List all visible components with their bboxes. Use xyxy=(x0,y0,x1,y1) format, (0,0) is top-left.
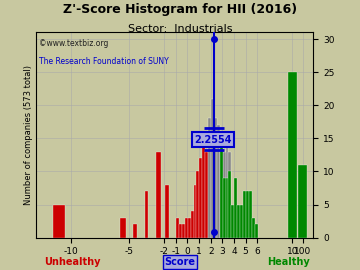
Bar xyxy=(234,178,237,238)
Bar xyxy=(240,204,243,238)
Bar xyxy=(185,218,188,238)
Bar xyxy=(229,151,231,238)
Bar xyxy=(133,224,137,238)
Bar xyxy=(156,151,161,238)
Bar xyxy=(220,145,222,238)
Bar xyxy=(165,185,169,238)
Bar xyxy=(222,178,226,238)
Bar xyxy=(205,151,208,238)
Bar xyxy=(288,72,297,238)
Text: Unhealthy: Unhealthy xyxy=(44,257,100,267)
Bar xyxy=(202,138,205,238)
Bar xyxy=(252,218,255,238)
Y-axis label: Number of companies (573 total): Number of companies (573 total) xyxy=(24,65,33,205)
Bar xyxy=(54,204,65,238)
Bar xyxy=(226,178,229,238)
Text: Healthy: Healthy xyxy=(267,257,309,267)
Bar xyxy=(237,204,240,238)
Bar xyxy=(298,165,307,238)
Bar xyxy=(145,191,148,238)
Bar xyxy=(208,119,211,238)
Bar xyxy=(214,119,217,238)
Bar xyxy=(182,224,185,238)
Bar xyxy=(217,125,220,238)
Text: Score: Score xyxy=(165,257,195,267)
Bar xyxy=(179,224,182,238)
Bar xyxy=(188,218,190,238)
Bar xyxy=(222,151,226,238)
Text: Z'-Score Histogram for HII (2016): Z'-Score Histogram for HII (2016) xyxy=(63,3,297,16)
Bar xyxy=(190,211,194,238)
Bar xyxy=(220,138,222,238)
Bar xyxy=(197,171,199,238)
Text: The Research Foundation of SUNY: The Research Foundation of SUNY xyxy=(39,57,168,66)
Bar xyxy=(194,185,197,238)
Bar xyxy=(246,191,249,238)
Text: 2.2554: 2.2554 xyxy=(194,135,232,145)
Bar xyxy=(255,224,258,238)
Bar xyxy=(249,191,252,238)
Bar xyxy=(226,145,229,238)
Bar xyxy=(229,171,231,238)
Bar xyxy=(243,191,246,238)
Bar xyxy=(199,158,202,238)
Text: ©www.textbiz.org: ©www.textbiz.org xyxy=(39,39,108,48)
Text: Sector:  Industrials: Sector: Industrials xyxy=(128,24,232,34)
Bar xyxy=(176,218,179,238)
Bar xyxy=(211,99,214,238)
Bar xyxy=(231,204,234,238)
Bar xyxy=(121,218,126,238)
